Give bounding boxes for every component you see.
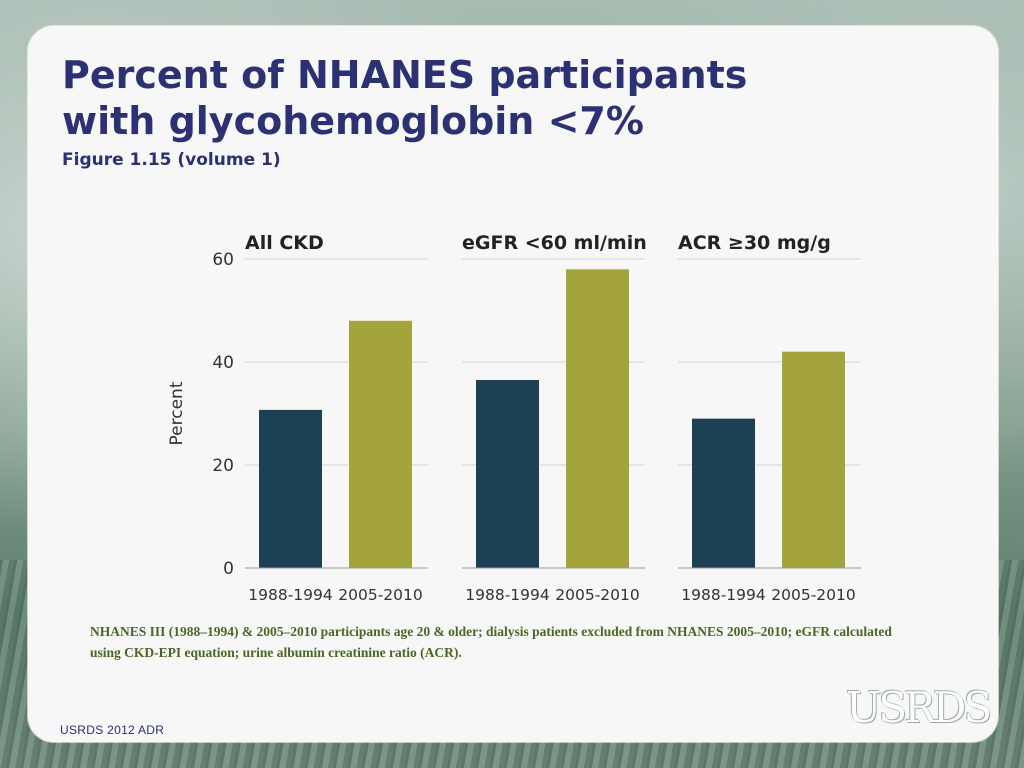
bar <box>692 418 755 568</box>
bar <box>782 351 845 568</box>
bar <box>476 380 539 568</box>
slide-title: Percent of NHANES participants with glyc… <box>62 53 748 143</box>
usrds-logo: USRDS <box>846 683 992 732</box>
bar <box>349 320 412 568</box>
footer-source: USRDS 2012 ADR <box>60 723 165 737</box>
panel-title: eGFR <60 ml/min <box>462 232 647 254</box>
x-category-label: 1988-1994 <box>248 586 333 604</box>
figure-subtitle: Figure 1.15 (volume 1) <box>62 150 281 170</box>
y-tick-label: 60 <box>212 250 234 270</box>
x-category-label: 1988-1994 <box>681 586 766 604</box>
x-category-label: 2005-2010 <box>338 586 423 604</box>
y-tick-label: 20 <box>212 456 234 476</box>
bar <box>259 409 322 568</box>
chart-footnote: NHANES III (1988–1994) & 2005–2010 parti… <box>90 624 892 660</box>
x-category-label: 2005-2010 <box>771 586 856 604</box>
x-category-label: 2005-2010 <box>555 586 640 604</box>
bar <box>566 269 629 568</box>
bar-chart: Percent 0 20 40 60 All CKD 1988-1994 2005-2010 e… <box>167 232 861 604</box>
y-tick-label: 40 <box>212 353 234 373</box>
y-axis-title: Percent <box>167 381 187 445</box>
x-category-label: 1988-1994 <box>465 586 550 604</box>
panel-title: All CKD <box>245 232 324 254</box>
y-tick-label: 0 <box>223 559 234 579</box>
panel-title: ACR ≥30 mg/g <box>678 232 831 254</box>
